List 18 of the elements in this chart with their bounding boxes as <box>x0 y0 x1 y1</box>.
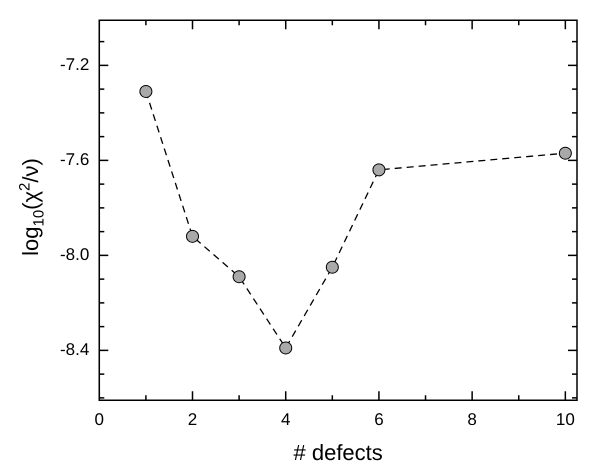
point <box>279 341 292 354</box>
text: -8.4 <box>60 340 90 360</box>
point <box>558 146 572 160</box>
x-tick-label: 4 <box>280 410 290 430</box>
x-tick-label: 0 <box>94 410 104 430</box>
point <box>186 230 200 243</box>
y-tick-label: -8.0 <box>60 245 90 264</box>
y-tick-label: -7.6 <box>60 150 90 170</box>
x-axis-title: # defects <box>294 440 383 465</box>
point <box>326 260 339 274</box>
x-tick-label: 6 <box>374 410 384 430</box>
point <box>372 163 386 176</box>
point <box>232 270 246 284</box>
x-tick-label: 2 <box>188 410 198 430</box>
x-tick-label: 10 <box>556 410 575 430</box>
point <box>139 84 152 98</box>
x-tick-label: 8 <box>467 410 477 430</box>
y-tick-label: -7.2 <box>60 55 90 74</box>
